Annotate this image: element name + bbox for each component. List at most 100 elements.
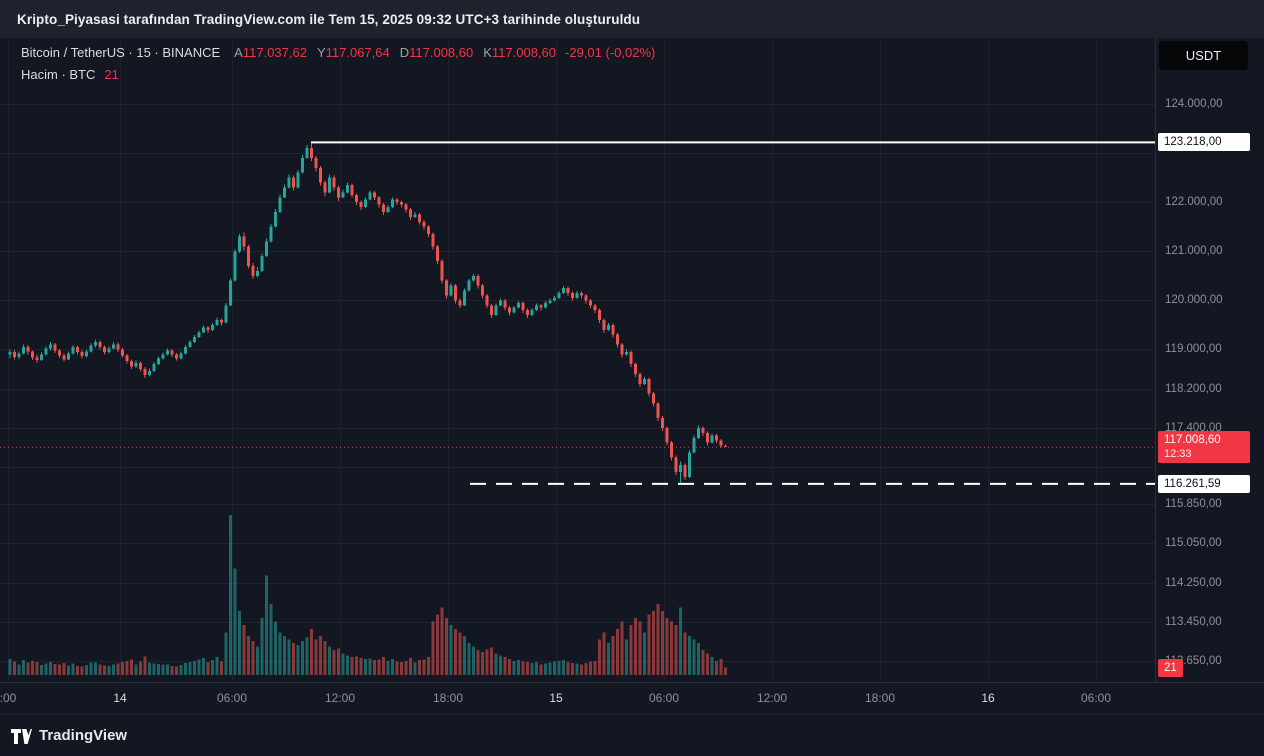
volume-bar	[526, 662, 529, 675]
candle-body	[283, 187, 286, 198]
volume-bar	[310, 628, 313, 675]
candle-body	[206, 327, 210, 330]
time-axis-label: 06:00	[216, 691, 248, 705]
volume-bar	[274, 621, 277, 675]
candle-body	[620, 344, 624, 355]
attribution-bar: Kripto_Piyasasi tarafından TradingView.c…	[0, 0, 1264, 38]
candle-body	[229, 280, 232, 306]
candle-body	[31, 351, 34, 358]
volume-bar	[377, 659, 381, 675]
volume-bar	[44, 663, 48, 675]
volume-bar	[247, 635, 250, 675]
volume-bar	[157, 663, 160, 675]
chart-legend: Bitcoin / TetherUS · 15 · BINANCE A117.0…	[21, 45, 655, 82]
candle-body	[287, 177, 291, 188]
chart-plot-area[interactable]	[0, 38, 1155, 682]
symbol-title[interactable]: Bitcoin / TetherUS · 15 · BINANCE	[21, 45, 221, 60]
volume-bar	[580, 664, 583, 675]
candle-body	[481, 285, 484, 296]
candle-body	[535, 305, 538, 311]
candle-body	[269, 226, 273, 242]
candle-body	[670, 442, 673, 458]
volume-bar	[98, 664, 102, 675]
volume-bar	[251, 641, 255, 675]
candle-body	[382, 204, 385, 212]
volume-bar	[328, 646, 331, 675]
volume-bar	[395, 661, 399, 675]
candle-body	[40, 354, 43, 361]
volume-bar	[346, 655, 349, 675]
price-axis-label: 114.250,00	[1165, 576, 1222, 589]
volume-bar	[679, 607, 682, 675]
time-axis-label: 06:00	[1080, 691, 1112, 705]
ohlc-open: A117.037,62	[234, 45, 307, 60]
tradingview-brand-link[interactable]: TradingView	[11, 727, 127, 744]
volume-bar	[467, 643, 471, 675]
candle-body	[166, 350, 169, 355]
volume-bar	[184, 662, 187, 675]
volume-bar	[238, 611, 241, 675]
time-axis[interactable]: :00 14 06:00 12:00 18:00 15 06:00 12:00 18:00 16 0…	[0, 682, 1264, 714]
bar-countdown: 12:33	[1164, 448, 1192, 461]
candle-body	[112, 344, 115, 349]
chart-area: Bitcoin / TetherUS · 15 · BINANCE A117.0…	[0, 38, 1264, 682]
volume-bar	[80, 666, 84, 675]
candle-body	[701, 427, 705, 433]
candle-body	[233, 251, 237, 281]
volume-bar	[638, 621, 642, 675]
candle-body	[454, 285, 457, 301]
candle-body	[697, 427, 700, 438]
candle-body	[143, 369, 147, 375]
time-axis-label: 16	[981, 691, 995, 705]
volume-bar	[652, 611, 655, 675]
candle-body	[512, 307, 516, 313]
candle-body	[431, 234, 435, 247]
candle-body	[170, 350, 174, 355]
volume-bar	[598, 639, 601, 675]
volume-bar	[161, 664, 165, 675]
candle-body	[346, 184, 349, 193]
candle-body	[539, 305, 543, 308]
candle-body	[436, 246, 439, 262]
change-value: -29,01 (-0,02%)	[565, 45, 656, 60]
currency-toggle-button[interactable]: USDT	[1159, 41, 1248, 70]
candle-body	[184, 346, 187, 354]
candle-body	[485, 295, 489, 306]
candle-body	[634, 364, 637, 374]
candle-body	[548, 300, 552, 303]
volume-bar	[229, 515, 232, 675]
price-axis-label: 113.450,00	[1165, 615, 1222, 628]
candle-body	[715, 435, 718, 441]
candle-body	[152, 364, 156, 372]
candle-body	[53, 344, 57, 351]
volume-bar	[220, 661, 223, 675]
volume-bar	[125, 660, 129, 675]
candle-body	[58, 350, 61, 356]
tradingview-logo-icon	[11, 729, 32, 744]
volume-bar	[319, 635, 322, 675]
volume-bar	[283, 635, 286, 675]
volume-bar	[166, 664, 169, 675]
volume-bar	[67, 665, 70, 675]
price-axis[interactable]: 124.000,00 122.000,00 121.000,00 120.000,00…	[1155, 38, 1264, 682]
candle-body	[301, 157, 304, 173]
candle-body	[355, 194, 358, 203]
volume-bar	[400, 662, 403, 675]
volume-bar	[589, 661, 592, 675]
candle-body	[656, 403, 660, 419]
candle-body	[508, 307, 511, 313]
candle-body	[526, 310, 529, 316]
candle-body	[377, 197, 381, 205]
volume-value-badge: 21	[1158, 658, 1183, 677]
volume-bar	[629, 625, 633, 675]
volume-value: 21	[104, 67, 119, 82]
candle-body	[139, 363, 142, 370]
candle-body	[238, 236, 241, 252]
volume-bar	[562, 660, 565, 675]
candle-body	[400, 202, 403, 205]
volume-bar	[296, 644, 300, 675]
volume-bar	[643, 632, 646, 675]
candle-body	[409, 209, 412, 217]
volume-bar	[404, 660, 408, 675]
volume-indicator-label[interactable]: Hacim · BTC	[21, 67, 96, 82]
